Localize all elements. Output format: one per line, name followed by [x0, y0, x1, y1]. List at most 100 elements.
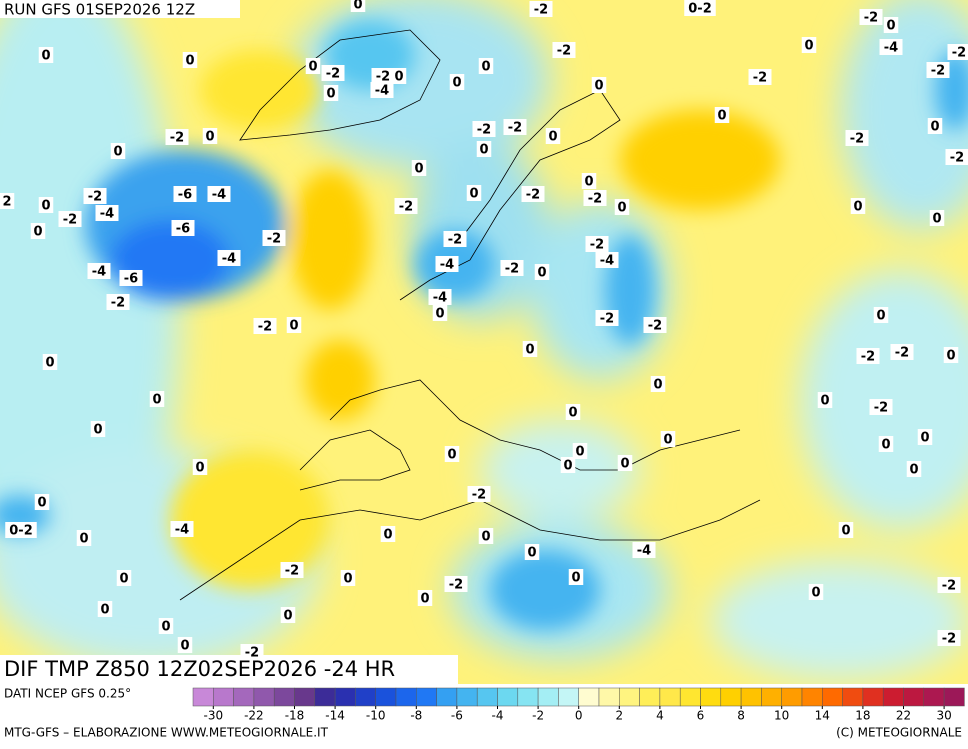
scale-swatch — [761, 688, 781, 706]
scale-swatch — [701, 688, 721, 706]
scale-tick-label: -14 — [325, 709, 345, 723]
contour-label: 0 — [394, 70, 403, 85]
contour-label: -2 — [399, 200, 413, 215]
scale-tick-label: -22 — [244, 709, 264, 723]
contour-label: 0 — [113, 145, 122, 160]
scale-swatch — [518, 688, 538, 706]
contour-label: 0 — [180, 639, 189, 654]
contour-label: 0 — [161, 620, 170, 635]
contour-label: 0 — [617, 201, 626, 216]
scale-tick-label: -6 — [451, 709, 463, 723]
contour-label: 0 — [932, 212, 941, 227]
scale-swatch — [335, 688, 355, 706]
contour-label: 2 — [2, 195, 11, 210]
contour-label: 0 — [584, 175, 593, 190]
scale-tick-label: -2 — [532, 709, 544, 723]
contour-label: -2 — [931, 64, 945, 79]
scale-swatch — [254, 688, 274, 706]
contour-label: -2 — [590, 238, 604, 253]
contour-label: -2 — [505, 262, 519, 277]
footer-title: DIF TMP Z850 12Z02SEP2026 -24 HR — [4, 657, 395, 681]
contour-label: -2 — [448, 233, 462, 248]
contour-label: -4 — [637, 544, 651, 559]
contour-label: 0 — [820, 394, 829, 409]
contour-label: -4 — [212, 188, 226, 203]
contour-label: 0 — [93, 423, 102, 438]
scale-tick-label: -30 — [203, 709, 223, 723]
scale-tick-label: 0 — [575, 709, 583, 723]
contour-label: -2 — [472, 488, 486, 503]
contour-label: -2 — [588, 192, 602, 207]
scale-tick-label: -10 — [366, 709, 386, 723]
contour-label: 0 — [811, 586, 820, 601]
scale-swatch — [904, 688, 924, 706]
contour-label: 0 — [41, 199, 50, 214]
contour-label: 0 — [185, 54, 194, 69]
contour-label: 0 — [205, 130, 214, 145]
scale-swatch — [924, 688, 944, 706]
scale-swatch — [437, 688, 457, 706]
contour-label: 0 — [527, 546, 536, 561]
contour-label: 0 — [119, 572, 128, 587]
contour-label: 0 — [283, 609, 292, 624]
scale-tick-label: 22 — [896, 709, 911, 723]
scale-swatch — [538, 688, 558, 706]
scale-swatch — [660, 688, 680, 706]
scale-tick-label: -4 — [492, 709, 504, 723]
contour-label: -2 — [942, 632, 956, 647]
scale-swatch — [416, 688, 436, 706]
contour-label: -2 — [88, 190, 102, 205]
scale-tick-label: 2 — [615, 709, 623, 723]
contour-label: 0 — [537, 266, 546, 281]
contour-label: 0 — [563, 459, 572, 474]
contour-label: -2 — [111, 296, 125, 311]
scale-swatch — [680, 688, 700, 706]
contour-label: -2 — [63, 213, 77, 228]
scale-tick-label: 10 — [774, 709, 789, 723]
contour-label: -2 — [285, 564, 299, 579]
contour-label: -2 — [952, 46, 966, 61]
source: DATI NCEP GFS 0.25° — [4, 687, 131, 701]
contour-label: 0 — [79, 532, 88, 547]
contour-label: 0 — [481, 60, 490, 75]
contour-label: 0 — [343, 572, 352, 587]
scale-swatch — [843, 688, 863, 706]
contour-label: 0-2 — [9, 524, 33, 539]
contour-label: 0 — [571, 571, 580, 586]
scale-swatch — [883, 688, 903, 706]
scale-swatch — [315, 688, 335, 706]
contour-label: -4 — [600, 254, 614, 269]
contour-label: -2 — [245, 646, 259, 661]
scale-swatch — [721, 688, 741, 706]
contour-label: -2 — [557, 44, 571, 59]
scale-swatch — [822, 688, 842, 706]
contour-label: -4 — [433, 291, 447, 306]
contour-label: 0 — [841, 524, 850, 539]
scale-swatch — [558, 688, 578, 706]
contour-label: 0 — [663, 433, 672, 448]
contour-label: -2 — [534, 3, 548, 18]
contour-label: -2 — [874, 401, 888, 416]
contour-label: -4 — [100, 207, 114, 222]
scale-swatch — [599, 688, 619, 706]
contour-label: 0 — [653, 378, 662, 393]
contour-label: -2 — [326, 67, 340, 82]
contour-label: -6 — [124, 272, 138, 287]
contour-label: 0 — [568, 406, 577, 421]
scale-swatch — [477, 688, 497, 706]
contour-label: -2 — [526, 188, 540, 203]
scale-swatch — [234, 688, 254, 706]
contour-label: -4 — [222, 252, 236, 267]
contour-label: 0 — [717, 109, 726, 124]
scale-tick-label: 6 — [697, 709, 705, 723]
contour-label: 0 — [920, 431, 929, 446]
contour-label: -4 — [375, 84, 389, 99]
map-field — [0, 0, 968, 684]
contour-label: 0 — [435, 307, 444, 322]
contour-label: -2 — [753, 71, 767, 86]
contour-label: 0 — [100, 603, 109, 618]
contour-label: -2 — [258, 320, 272, 335]
contour-label: 0 — [326, 87, 335, 102]
scale-tick-label: 14 — [815, 709, 830, 723]
